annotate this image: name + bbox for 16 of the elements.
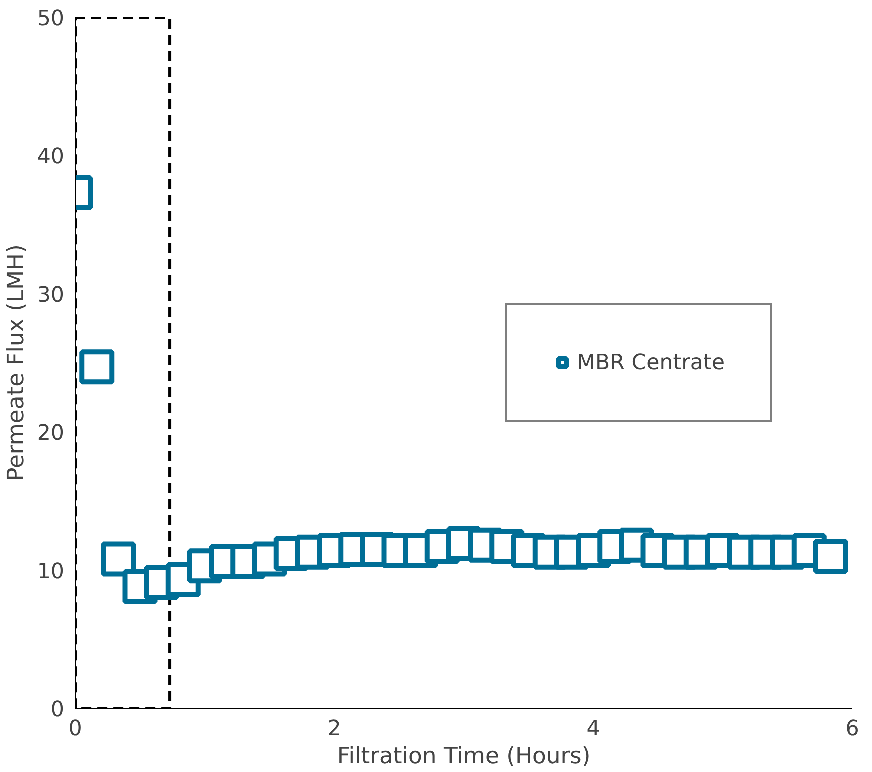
x-axis-title: Filtration Time (Hours): [337, 744, 591, 770]
x-tick-label: 2: [328, 716, 342, 742]
point: [813, 538, 848, 574]
x-tick-label: 4: [586, 716, 600, 742]
legend-label: MBR Centrate: [577, 350, 725, 375]
y-tick-label: 40: [37, 144, 64, 170]
point: [80, 350, 115, 385]
y-tick-label: 30: [37, 282, 64, 308]
x-tick-label: 6: [846, 716, 860, 742]
y-tick-label: 20: [37, 421, 64, 446]
x-tick-label: 0: [68, 716, 82, 742]
y-axis-title: Permeate Flux (LMH): [3, 244, 30, 482]
point: [101, 542, 136, 577]
y-tick-label: 0: [50, 698, 65, 722]
y-tick-label: 50: [37, 6, 64, 32]
y-tick-label: 10: [37, 559, 64, 584]
